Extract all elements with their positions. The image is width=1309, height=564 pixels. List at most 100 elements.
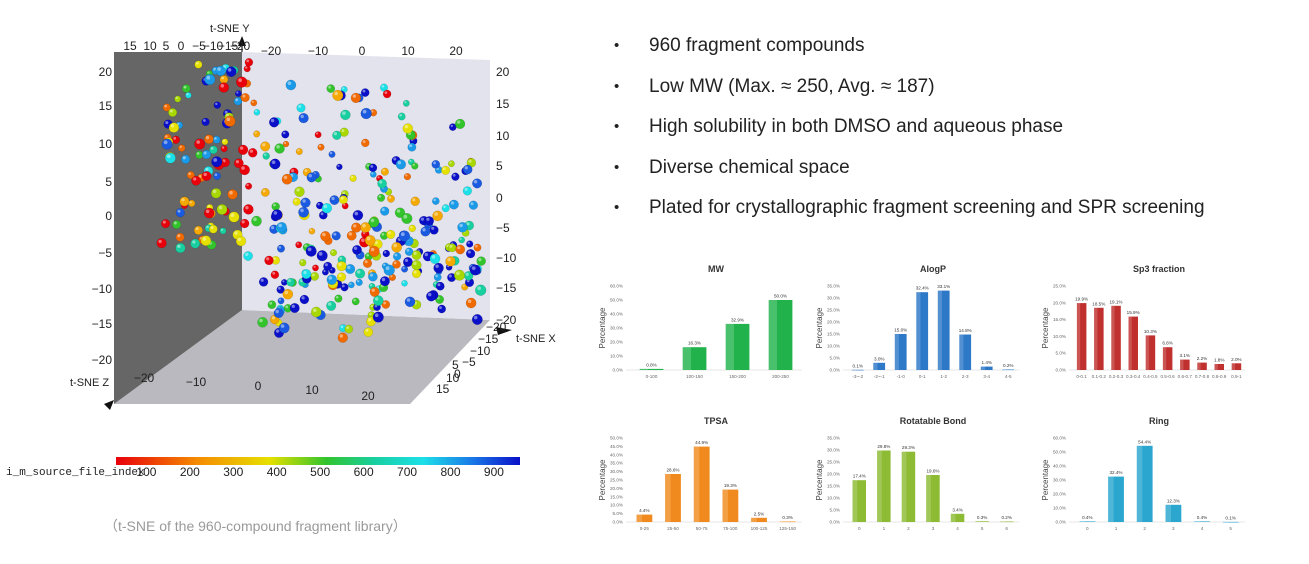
floor-right-tick: 0 <box>454 367 461 381</box>
bar <box>1076 303 1087 370</box>
tsne-point-highlight <box>334 91 339 96</box>
tsne-point <box>245 182 253 190</box>
tsne-point <box>476 256 486 266</box>
tsne-point-highlight <box>205 136 210 140</box>
tsne-point-highlight <box>273 257 276 261</box>
y-tick-label: 15.0% <box>827 484 840 489</box>
bullet-item: • Diverse chemical space <box>612 157 1302 178</box>
bottom-tick: 10 <box>305 383 319 397</box>
left-tick: 15 <box>99 99 113 113</box>
chart-title: Sp3 fraction <box>1133 264 1185 274</box>
tsne-point <box>181 154 191 164</box>
y-tick-label: 20.0% <box>1053 300 1066 305</box>
y-tick-label: 10.0% <box>827 496 840 501</box>
bar <box>751 517 767 522</box>
tsne-point-highlight <box>213 67 217 71</box>
bar-value-label: 32.4% <box>1109 470 1122 475</box>
tsne-point <box>161 219 171 229</box>
y-tick-label: 15.0% <box>1053 317 1066 322</box>
tsne-point-highlight <box>302 199 306 203</box>
tsne-point-highlight <box>371 172 374 175</box>
tsne-point-highlight <box>291 169 295 173</box>
bar-shine <box>852 480 858 522</box>
bullet-text: Plated for crystallographic fragment scr… <box>649 197 1205 218</box>
tsne-point-highlight <box>215 102 218 106</box>
bar-shine <box>950 513 956 522</box>
x-tick-label: 0-1 <box>919 374 926 379</box>
tsne-point-highlight <box>285 305 289 309</box>
right-tick: 20 <box>496 65 510 79</box>
figure-caption: （t-SNE of the 960-compound fragment libr… <box>104 518 407 534</box>
tsne-point-highlight <box>409 144 413 148</box>
bar-shine <box>1165 504 1171 522</box>
tsne-point-highlight <box>362 223 366 228</box>
bar-shine <box>1128 316 1132 370</box>
tsne-point-highlight <box>384 91 388 94</box>
tsne-point <box>273 308 284 319</box>
tsne-point-highlight <box>467 241 470 244</box>
tsne-point-highlight <box>471 266 476 270</box>
tsne-point-highlight <box>224 110 228 114</box>
y-tick-label: 25.0% <box>610 478 623 483</box>
tsne-point <box>431 197 440 205</box>
tsne-point <box>204 134 214 144</box>
tsne-point-highlight <box>378 195 382 198</box>
tsne-point-highlight <box>340 196 344 200</box>
tsne-point <box>447 160 455 168</box>
tsne-point <box>377 178 387 189</box>
colorbar-tick: 900 <box>484 465 504 479</box>
tsne-point <box>364 234 376 246</box>
tsne-point <box>466 249 476 259</box>
tsne-point <box>181 84 191 93</box>
tsne-point <box>204 73 216 85</box>
tsne-point <box>455 244 466 255</box>
tsne-point-highlight <box>273 211 278 215</box>
tsne-point <box>175 208 185 218</box>
tsne-point <box>398 230 411 242</box>
tsne-point-highlight <box>328 276 333 280</box>
tsne-point <box>317 143 325 151</box>
bar-value-label: 16.3% <box>688 341 701 346</box>
x-tick-label: 1 <box>1115 526 1118 531</box>
tsne-point-highlight <box>226 117 231 122</box>
floor-right-tick: 15 <box>436 382 450 396</box>
chart-title: AlogP <box>920 264 946 274</box>
x-tick-label: 2-3 <box>962 374 969 379</box>
tsne-point <box>462 164 473 175</box>
tsne-point-highlight <box>449 161 452 164</box>
tsne-point <box>433 273 442 282</box>
tsne-point-highlight <box>329 151 333 155</box>
bar-shine <box>873 362 878 370</box>
bar-value-label: 15.0% <box>894 328 907 333</box>
tsne-point-highlight <box>322 232 326 237</box>
left-tick: −5 <box>98 246 112 260</box>
left-tick: 0 <box>105 209 112 223</box>
y-axis-label: Percentage <box>598 307 607 348</box>
tsne-point <box>408 224 416 233</box>
tsne-point-highlight <box>284 141 287 145</box>
bar-value-label: 14.8% <box>959 328 972 333</box>
tsne-point <box>179 196 190 207</box>
tsne-point-highlight <box>339 257 343 260</box>
bar-value-label: 12.3% <box>1167 498 1180 503</box>
tsne-point-highlight <box>450 201 455 205</box>
tsne-point-highlight <box>390 275 393 278</box>
x-tick-label: 1-2 <box>940 374 947 379</box>
tsne-point-highlight <box>273 203 276 207</box>
tsne-point <box>276 221 287 233</box>
x-tick-label: 100-150 <box>686 374 703 379</box>
tsne-point-highlight <box>473 180 478 184</box>
tsne-point-highlight <box>435 274 438 278</box>
bar <box>926 475 940 522</box>
bullet-item: • Low MW (Max. ≈ 250, Avg. ≈ 187) <box>612 76 1302 97</box>
tsne-point-highlight <box>403 214 408 219</box>
y-axis-title: t-SNE Y <box>210 23 250 35</box>
tsne-point-highlight <box>241 166 245 170</box>
tsne-point <box>381 300 391 309</box>
tsne-point-highlight <box>394 253 398 257</box>
bullet-dot-icon: • <box>614 37 620 54</box>
bar-shine <box>751 517 757 522</box>
tsne-point-highlight <box>296 188 300 192</box>
tsne-point <box>212 135 221 144</box>
tsne-point <box>403 173 412 181</box>
